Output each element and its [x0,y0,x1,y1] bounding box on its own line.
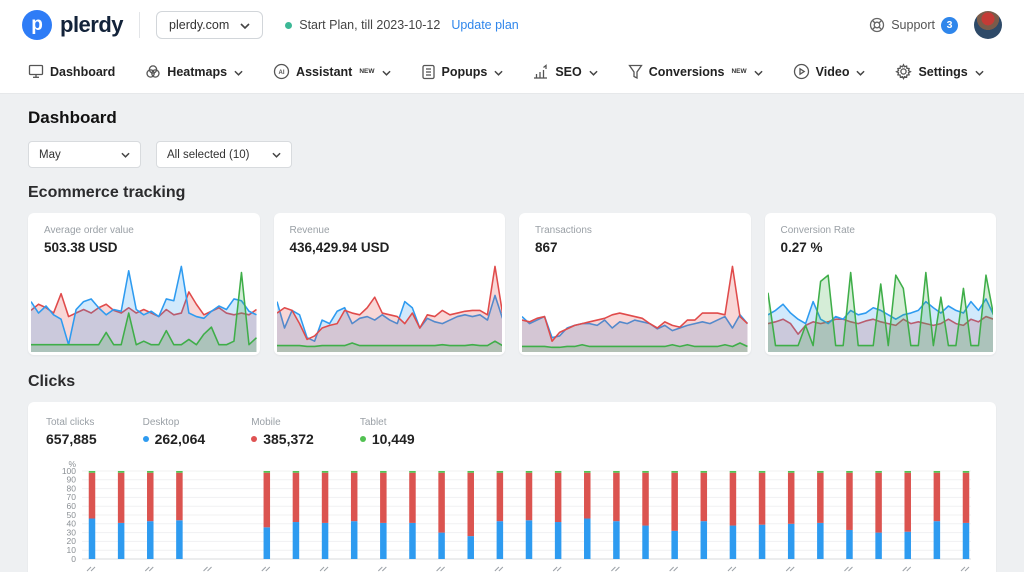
svg-text:AI: AI [279,70,285,76]
sparkline-chart [768,260,994,352]
ecommerce-heading: Ecommerce tracking [28,184,996,202]
ai-icon: AI [273,63,290,80]
main-content: Dashboard May All selected (10) Ecommerc… [0,94,1024,572]
sparkline-chart [31,260,257,352]
heatmap-icon [145,64,161,79]
stat-value: 657,885 [46,431,97,447]
stat-value: 385,372 [251,431,314,447]
nav-item-settings[interactable]: Settings [895,63,983,80]
plan-status-text: Start Plan, till 2023-10-12 [299,18,440,32]
clicks-stats: Total clicks 657,885 Desktop 262,064 Mob… [46,417,978,447]
support-label: Support [891,18,935,32]
stat-tablet: Tablet 10,449 [360,417,415,447]
nav-item-conversions[interactable]: Conversions NEW [628,64,763,80]
clicks-heading: Clicks [28,373,996,391]
nav-item-popups[interactable]: Popups [421,64,504,80]
user-avatar[interactable] [974,11,1002,39]
page-title: Dashboard [28,108,996,128]
month-filter-value: May [39,149,61,161]
clicks-panel: Total clicks 657,885 Desktop 262,064 Mob… [28,402,996,572]
metric-label: Transactions [535,225,735,236]
nav-item-video[interactable]: Video [793,63,866,80]
stat-value: 10,449 [360,431,415,447]
lifebuoy-icon [869,17,885,33]
metric-value: 0.27 % [781,240,981,255]
domain-select[interactable]: plerdy.com [156,11,263,39]
divider [139,12,140,38]
chevron-down-icon [975,65,984,79]
chevron-down-icon [754,65,763,79]
metric-label: Conversion Rate [781,225,981,236]
month-filter-select[interactable]: May [28,141,141,168]
svg-text:%: % [68,461,76,469]
top-bar: p plerdy plerdy.com Start Plan, till 202… [0,0,1024,50]
monitor-icon [28,64,44,79]
card-revenue[interactable]: Revenue 436,429.94 USD [274,213,506,355]
seo-chart-icon [533,64,549,80]
brand-name: plerdy [60,12,123,38]
clicks-bar-chart[interactable]: 1009080706050403020100% [46,461,978,572]
chevron-down-icon [589,65,598,79]
nav-label: Dashboard [50,65,115,79]
nav-label: SEO [555,65,581,79]
new-badge: NEW [359,68,374,75]
nav-item-assistant[interactable]: AI Assistant NEW [273,63,390,80]
nav-item-dashboard[interactable]: Dashboard [28,64,115,79]
nav-item-seo[interactable]: SEO [533,64,597,80]
card-average-order-value[interactable]: Average order value 503.38 USD [28,213,260,355]
nav-label: Assistant [296,65,352,79]
main-nav: Dashboard Heatmaps AI Assistant NEW Popu… [0,50,1024,94]
metric-value: 436,429.94 USD [290,240,490,255]
card-transactions[interactable]: Transactions 867 [519,213,751,355]
nav-label: Heatmaps [167,65,227,79]
stat-label: Desktop [143,417,206,428]
metric-label: Revenue [290,225,490,236]
stat-mobile: Mobile 385,372 [251,417,314,447]
nav-label: Conversions [649,65,725,79]
support-badge: 3 [941,17,958,34]
play-circle-icon [793,63,810,80]
popup-icon [421,64,436,80]
chevron-down-icon [856,65,865,79]
sparkline-chart [277,260,503,352]
nav-label: Video [816,65,850,79]
chevron-down-icon [240,18,250,32]
plan-status-dot [285,22,292,29]
stat-total-clicks: Total clicks 657,885 [46,417,97,447]
update-plan-link[interactable]: Update plan [451,18,518,32]
mobile-legend-dot [251,436,257,442]
chevron-down-icon [272,149,281,161]
new-badge: NEW [731,68,746,75]
selection-filter-select[interactable]: All selected (10) [156,141,292,168]
metric-value: 867 [535,240,735,255]
support-button[interactable]: Support 3 [869,17,958,34]
plerdy-logo[interactable]: p plerdy [22,10,123,40]
svg-text:0: 0 [71,554,76,564]
desktop-legend-dot [143,436,149,442]
stat-label: Tablet [360,417,415,428]
tablet-legend-dot [360,436,366,442]
chevron-down-icon [121,149,130,161]
plerdy-logo-icon: p [22,10,52,40]
metric-value: 503.38 USD [44,240,244,255]
stat-desktop: Desktop 262,064 [143,417,206,447]
selection-filter-value: All selected (10) [167,149,249,161]
stat-value: 262,064 [143,431,206,447]
stat-label: Total clicks [46,417,97,428]
metric-label: Average order value [44,225,244,236]
nav-label: Settings [918,65,967,79]
domain-select-value: plerdy.com [169,18,229,32]
ecommerce-cards: Average order value 503.38 USD Revenue 4… [28,213,996,355]
chevron-down-icon [382,65,391,79]
chevron-down-icon [494,65,503,79]
nav-item-heatmaps[interactable]: Heatmaps [145,64,243,79]
chevron-down-icon [234,65,243,79]
gear-icon [895,63,912,80]
sparkline-chart [522,260,748,352]
filters-row: May All selected (10) [28,141,996,168]
funnel-icon [628,64,643,80]
card-conversion-rate[interactable]: Conversion Rate 0.27 % [765,213,997,355]
nav-label: Popups [442,65,488,79]
stat-label: Mobile [251,417,314,428]
